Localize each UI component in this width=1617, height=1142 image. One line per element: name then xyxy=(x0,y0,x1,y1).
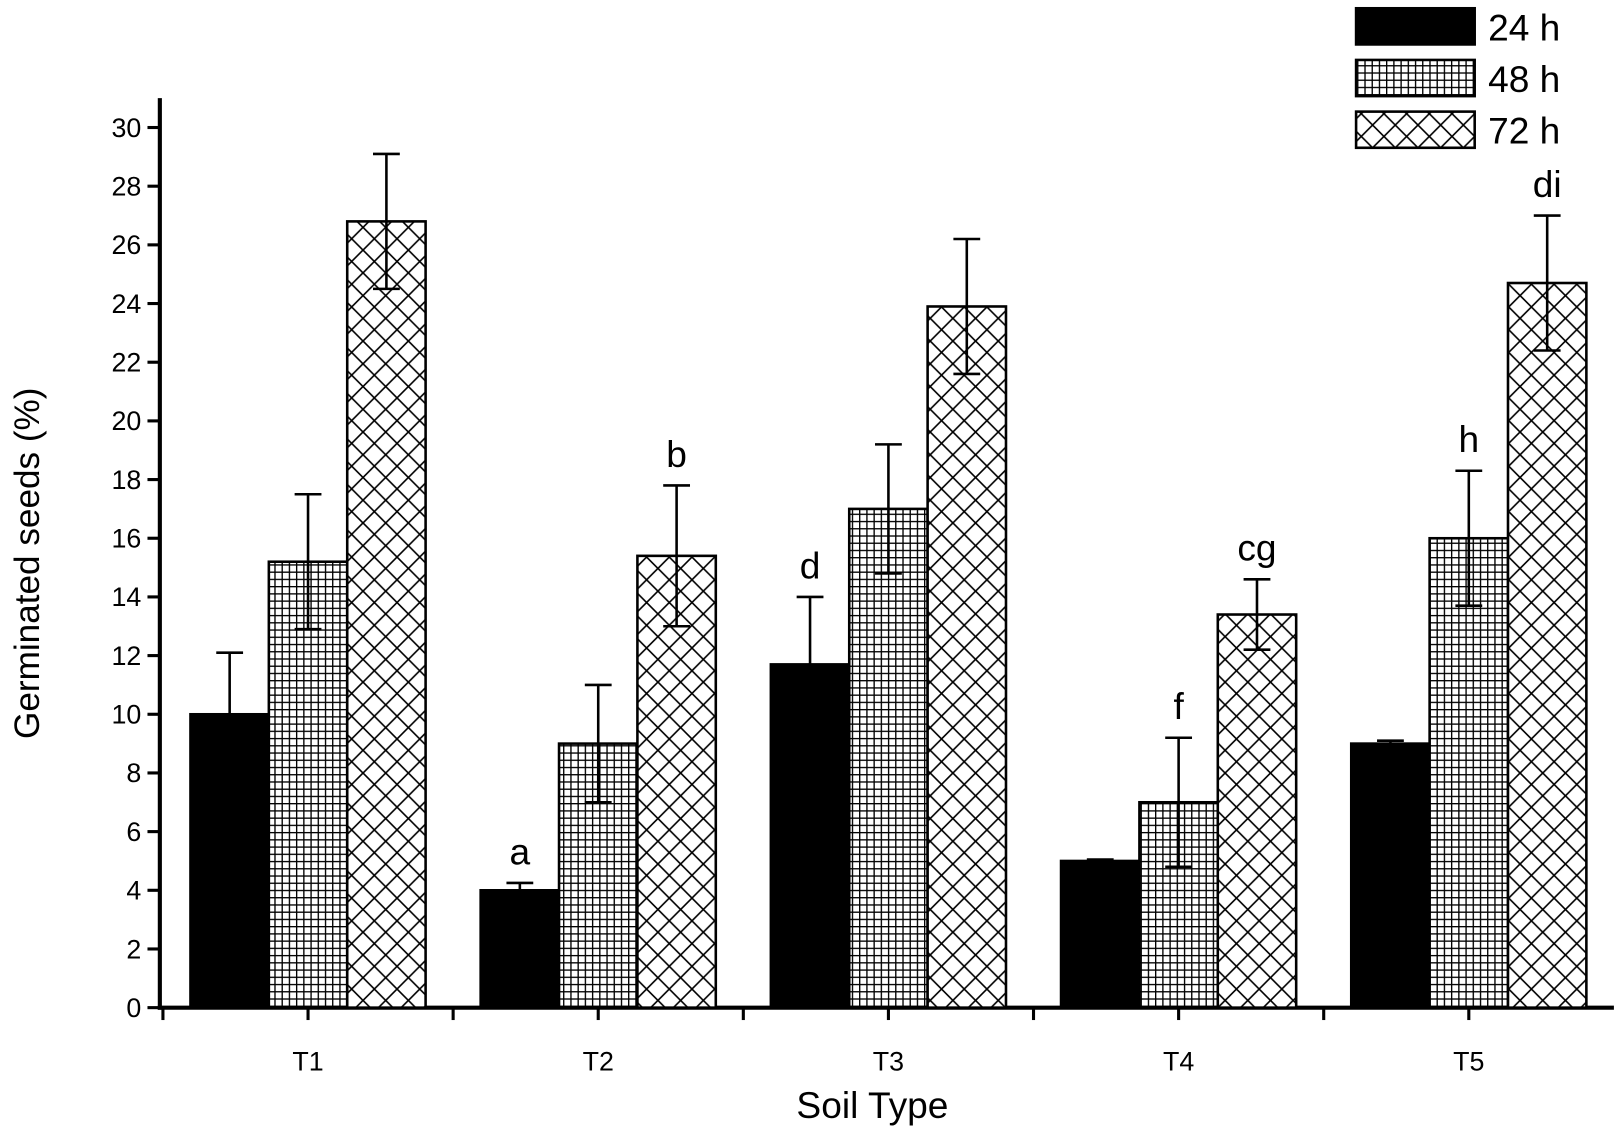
bar xyxy=(1349,742,1431,1009)
error-bar xyxy=(1455,469,1483,608)
error-bar xyxy=(663,484,691,628)
x-axis-title: Soil Type xyxy=(796,1084,948,1126)
bar xyxy=(1506,281,1588,1009)
bar xyxy=(926,305,1008,1009)
legend-label: 48 h xyxy=(1488,58,1560,100)
y-tick-label: 26 xyxy=(111,230,141,260)
error-bar xyxy=(373,152,400,291)
significance-label: cg xyxy=(1237,527,1276,569)
y-tick-label: 20 xyxy=(111,406,141,436)
significance-label: b xyxy=(666,433,687,475)
bar xyxy=(636,554,718,1009)
y-tick-label: 12 xyxy=(111,641,141,671)
bar xyxy=(267,560,349,1009)
y-tick-label: 22 xyxy=(111,347,141,377)
y-axis-title: Germinated seeds (%) xyxy=(8,388,47,739)
legend-swatch xyxy=(1354,110,1476,150)
y-tick-label: 6 xyxy=(126,817,141,847)
error-bar xyxy=(875,443,902,575)
significance-label: f xyxy=(1173,685,1184,727)
error-bar xyxy=(584,683,612,804)
error-bar xyxy=(953,237,981,376)
y-tick-label: 10 xyxy=(111,700,141,730)
y-tick-label: 8 xyxy=(126,758,141,788)
bar xyxy=(1216,613,1298,1009)
legend-label: 72 h xyxy=(1488,110,1560,152)
y-tick-label: 2 xyxy=(126,934,141,964)
error-bar xyxy=(1243,578,1271,652)
error-bar xyxy=(506,881,534,899)
bar xyxy=(345,220,427,1009)
error-bar xyxy=(1086,858,1114,864)
bar xyxy=(1059,859,1141,1009)
bar xyxy=(1428,536,1510,1009)
y-tick-label: 30 xyxy=(111,113,141,143)
x-tick-label: T1 xyxy=(292,1047,323,1077)
legend-swatch xyxy=(1354,58,1476,98)
y-tick-label: 16 xyxy=(111,524,141,554)
significance-label: di xyxy=(1533,163,1562,205)
x-tick-label: T5 xyxy=(1453,1047,1484,1077)
legend-swatch xyxy=(1354,6,1476,46)
error-bar xyxy=(216,651,244,778)
bar xyxy=(479,889,561,1009)
significance-label: a xyxy=(510,830,531,872)
error-bar xyxy=(1533,214,1561,352)
x-tick-label: T2 xyxy=(583,1047,614,1077)
error-bar xyxy=(1165,736,1193,869)
legend-label: 24 h xyxy=(1488,6,1560,48)
y-tick-label: 24 xyxy=(111,289,141,319)
x-tick-label: T4 xyxy=(1163,1047,1194,1077)
error-bar xyxy=(1377,739,1404,748)
significance-label: h xyxy=(1458,418,1479,460)
error-bar xyxy=(294,492,322,631)
y-tick-label: 14 xyxy=(111,582,141,612)
error-bar xyxy=(796,595,824,734)
x-tick-label: T3 xyxy=(873,1047,904,1077)
y-tick-label: 18 xyxy=(111,465,141,495)
y-tick-label: 0 xyxy=(126,993,141,1023)
y-tick-label: 4 xyxy=(126,876,141,906)
bar xyxy=(847,507,929,1009)
significance-label: d xyxy=(800,544,821,586)
y-tick-label: 28 xyxy=(111,171,141,201)
